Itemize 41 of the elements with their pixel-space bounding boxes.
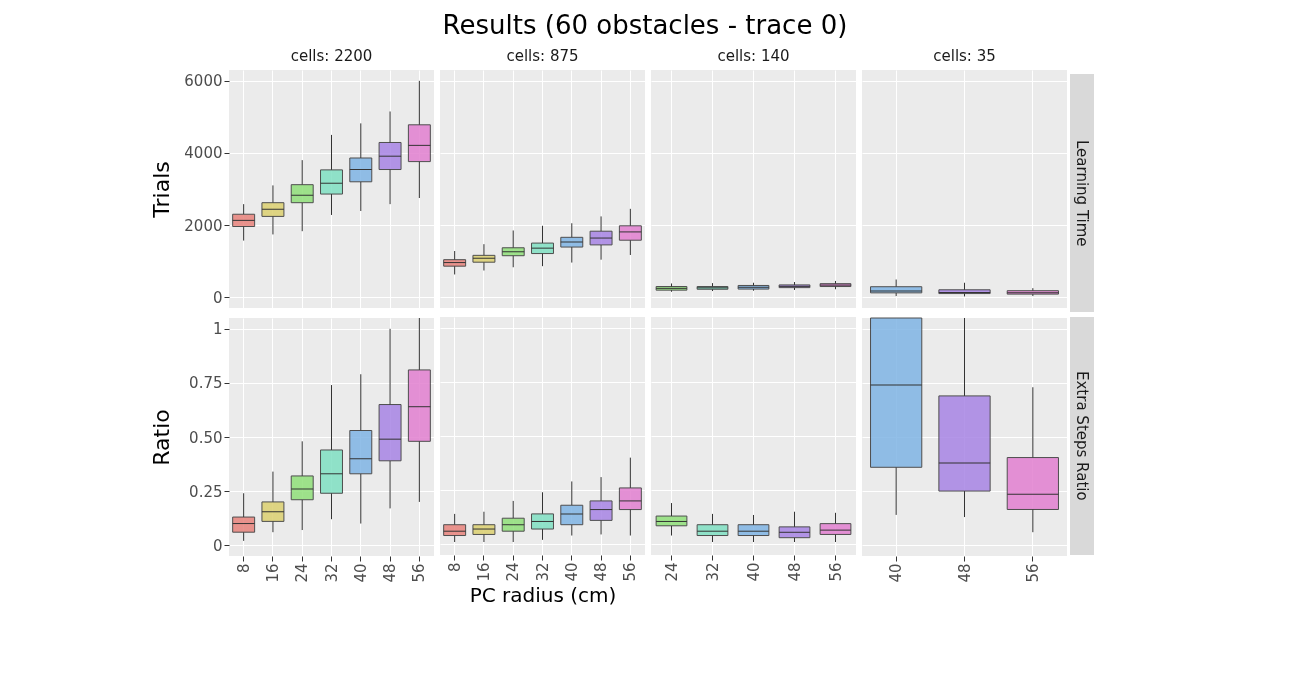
chart-title: cells: 2200	[290, 47, 373, 65]
x-tick-label: 24	[662, 562, 681, 582]
x-tick-label: 32	[322, 563, 341, 583]
y-tick-label: 0.75	[189, 374, 223, 393]
x-tick-label: 40	[562, 562, 581, 582]
x-tick-label: 8	[234, 563, 253, 574]
text: Results (60 obstacles - trace 0)	[441, 10, 849, 42]
chart-title: cells: 875	[506, 47, 579, 65]
x-tick-label: 16	[263, 563, 282, 583]
y-axis-title: Ratio	[148, 409, 174, 466]
x-tick-label: 40	[887, 563, 906, 583]
x-tick-label: 16	[474, 562, 493, 582]
x-tick-label: 48	[955, 563, 974, 583]
x-tick-label: 48	[592, 562, 611, 582]
y-tick-label: 0	[212, 288, 223, 307]
chart-title: cells: 35	[933, 47, 996, 65]
x-tick-label: 40	[351, 563, 370, 583]
x-tick-label: 24	[504, 562, 523, 582]
y2-axis-title: Learning Time	[1070, 74, 1094, 312]
y2-axis-title: Extra Steps Ratio	[1070, 317, 1094, 555]
y-tick-label: 1	[212, 320, 223, 339]
x-tick-label: 32	[533, 562, 552, 582]
y-tick-label: 2000	[184, 216, 223, 235]
y-tick-label: 0.50	[189, 428, 223, 447]
x-tick-label: 56	[621, 562, 640, 582]
chart-title: cells: 140	[717, 47, 790, 65]
x-tick-label: 48	[785, 562, 804, 582]
y-tick-label: 6000	[184, 72, 223, 91]
y-tick-label: 0	[212, 536, 223, 555]
x-tick-label: 24	[293, 563, 312, 583]
x-tick-label: 8	[445, 562, 464, 573]
y-tick-label: 0.25	[189, 482, 223, 501]
y-axis-title: Trials	[148, 161, 174, 219]
x-axis-title: PC radius (cm)	[469, 582, 617, 607]
x-tick-label: 32	[703, 562, 722, 582]
x-tick-label: 56	[410, 563, 429, 583]
y-tick-label: 4000	[184, 144, 223, 163]
x-tick-label: 56	[1023, 563, 1042, 583]
x-tick-label: 40	[744, 562, 763, 582]
x-tick-label: 56	[826, 562, 845, 582]
x-tick-label: 48	[381, 563, 400, 583]
